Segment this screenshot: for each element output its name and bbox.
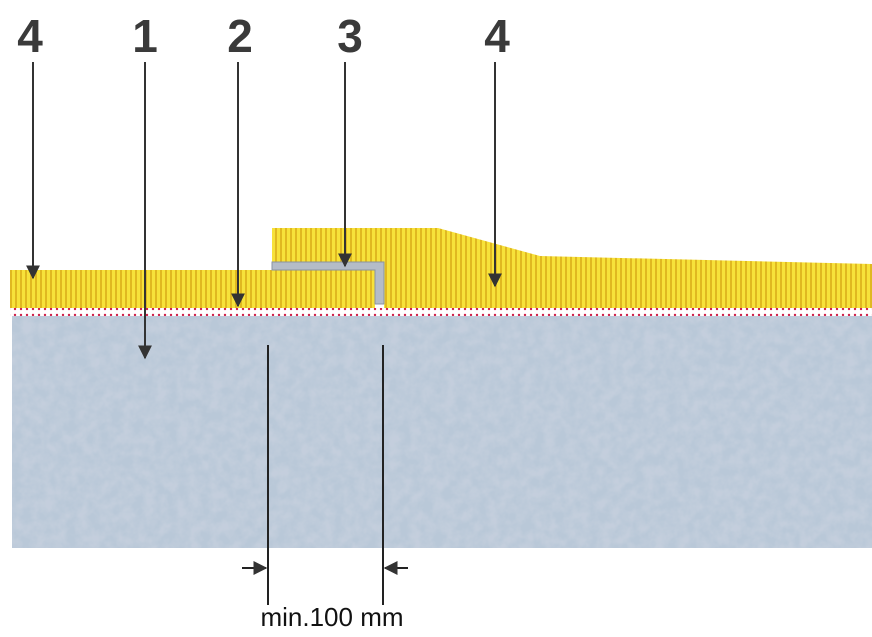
- coating-left: [10, 270, 375, 308]
- concrete-texture: [12, 316, 872, 548]
- label: 4: [484, 10, 510, 62]
- primer-layer: [10, 308, 872, 316]
- label: 1: [132, 10, 158, 62]
- dimension-label: min.100 mm: [260, 602, 403, 632]
- metal-profile: [271, 261, 385, 305]
- leaders: [26, 62, 502, 360]
- label: 2: [227, 10, 253, 62]
- label: 3: [337, 10, 363, 62]
- dimension-lines: [242, 345, 408, 605]
- label: 4: [17, 10, 43, 62]
- coating-right: [272, 228, 872, 308]
